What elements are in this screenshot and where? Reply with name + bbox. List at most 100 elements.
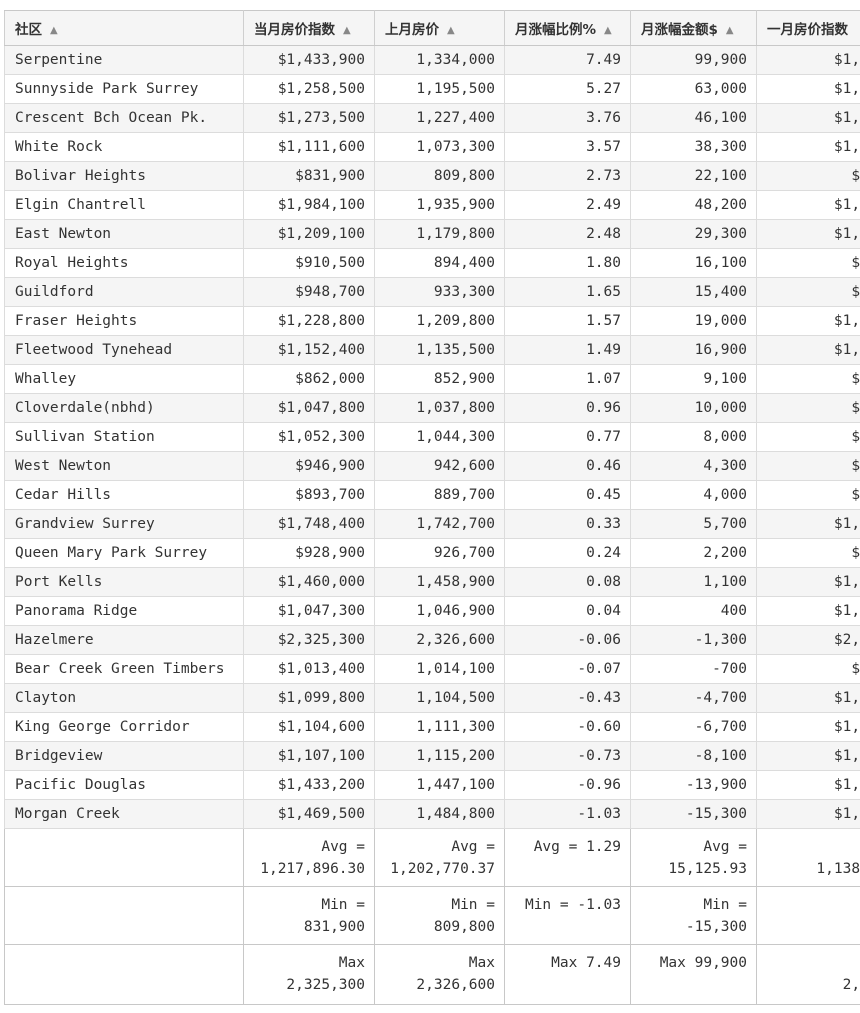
table-row[interactable]: Bridgeview $1,107,100 1,115,200 -0.73 -8,100… xyxy=(4,741,860,771)
cell-last-month-price: 1,195,500 xyxy=(374,74,505,104)
cell-community: West Newton xyxy=(4,451,244,481)
sort-ascending-icon[interactable]: ▲ xyxy=(447,25,455,36)
cell-monthly-change-amount: 2,200 xyxy=(630,538,757,568)
cell-january-index: $996, xyxy=(756,393,860,423)
cell-monthly-change-amount: 4,000 xyxy=(630,480,757,510)
cell-community: Clayton xyxy=(4,683,244,713)
table-row[interactable]: Royal Heights$910,500894,4001.8016,100$8… xyxy=(4,248,860,278)
cell-monthly-change-amount: 29,300 xyxy=(630,219,757,249)
cell-monthly-change-pct: -0.73 xyxy=(504,741,631,771)
table-row[interactable]: Panorama Ridge $1,047,300 1,046,900 0.04 400… xyxy=(4,596,860,626)
table-row[interactable]: Pacific Douglas $1,433,200 1,447,100 -0.96-… xyxy=(4,770,860,800)
cell-january-index: $824, xyxy=(756,480,860,510)
cell-monthly-change-amount: 16,900 xyxy=(630,335,757,365)
cell-last-month-price: 1,458,900 xyxy=(374,567,505,597)
cell-monthly-change-pct: -0.60 xyxy=(504,712,631,742)
table-row[interactable]: White Rock $1,111,600 1,073,300 3.57 38,300 $… xyxy=(4,132,860,162)
table-row[interactable]: Grandview Surrey $1,748,400 1,742,700 0.33 5… xyxy=(4,509,860,539)
summary-max-community xyxy=(4,944,244,1005)
table-row[interactable]: Hazelmere $2,325,300 2,326,600 -0.06 -1,300 $… xyxy=(4,625,860,655)
sort-ascending-icon[interactable]: ▲ xyxy=(604,25,612,36)
cell-monthly-change-pct: 0.96 xyxy=(504,393,631,423)
summary-avg-monthly-change-pct: Avg = 1.29 xyxy=(504,828,631,887)
cell-current-index: $2,325,300 xyxy=(243,625,375,655)
table-row[interactable]: Serpentine $1,433,900 1,334,000 7.49 99,900 $… xyxy=(4,45,860,75)
summary-max-monthly-change-amount: Max 99,900 xyxy=(630,944,757,1005)
cell-current-index: $1,104,600 xyxy=(243,712,375,742)
cell-current-index: $1,107,100 xyxy=(243,741,375,771)
sort-ascending-icon[interactable]: ▲ xyxy=(343,25,351,36)
cell-monthly-change-pct: 1.07 xyxy=(504,364,631,394)
cell-january-index: $1,793, xyxy=(756,190,860,220)
cell-last-month-price: 933,300 xyxy=(374,277,505,307)
cell-last-month-price: 894,400 xyxy=(374,248,505,278)
cell-last-month-price: 889,700 xyxy=(374,480,505,510)
table-row[interactable]: Queen Mary Park Surrey $928,900 926,700 0.2… xyxy=(4,538,860,568)
cell-community: Bridgeview xyxy=(4,741,244,771)
cell-last-month-price: 1,014,100 xyxy=(374,654,505,684)
table-row[interactable]: Cloverdale(nbhd) $1,047,800 1,037,800 0.96 1… xyxy=(4,393,860,423)
cell-community: Queen Mary Park Surrey xyxy=(4,538,244,568)
table-row[interactable]: Sullivan Station $1,052,300 1,044,300 0.77 8… xyxy=(4,422,860,452)
cell-january-index: $1,277, xyxy=(756,45,860,75)
column-header-label: 月涨幅比例% xyxy=(515,22,597,38)
cell-current-index: $1,209,100 xyxy=(243,219,375,249)
cell-community: Sunnyside Park Surrey xyxy=(4,74,244,104)
cell-monthly-change-amount: 19,000 xyxy=(630,306,757,336)
column-header-current-index[interactable]: 当月房价指数 ▲ xyxy=(243,10,375,46)
cell-january-index: $1,390, xyxy=(756,799,860,829)
cell-monthly-change-pct: -0.96 xyxy=(504,770,631,800)
table-row[interactable]: Bear Creek Green Timbers $1,013,400 1,014,… xyxy=(4,654,860,684)
cell-community: Royal Heights xyxy=(4,248,244,278)
cell-january-index: $1,315, xyxy=(756,567,860,597)
cell-monthly-change-amount: -15,300 xyxy=(630,799,757,829)
table-row[interactable]: Clayton $1,099,800 1,104,500 -0.43 -4,700 $1,… xyxy=(4,683,860,713)
cell-current-index: $1,748,400 xyxy=(243,509,375,539)
cell-last-month-price: 1,115,200 xyxy=(374,741,505,771)
table-row[interactable]: Morgan Creek $1,469,500 1,484,800 -1.03 -15,… xyxy=(4,799,860,829)
cell-current-index: $928,900 xyxy=(243,538,375,568)
summary-row-max: Max 2,325,300 Max 2,326,600 Max 7.49 Max 99… xyxy=(4,944,860,1005)
cell-monthly-change-pct: 3.57 xyxy=(504,132,631,162)
summary-max-last-month-price: Max 2,326,600 xyxy=(374,944,505,1005)
table-row[interactable]: Bolivar Heights $831,900 809,800 2.73 22,100… xyxy=(4,161,860,191)
cell-community: Sullivan Station xyxy=(4,422,244,452)
cell-monthly-change-amount: 48,200 xyxy=(630,190,757,220)
table-row[interactable]: Fleetwood Tynehead $1,152,400 1,135,500 1.4… xyxy=(4,335,860,365)
cell-community: Pacific Douglas xyxy=(4,770,244,800)
cell-monthly-change-pct: 0.77 xyxy=(504,422,631,452)
column-header-january-index[interactable]: 一月房价指数 xyxy=(756,10,860,46)
table-row[interactable]: King George Corridor $1,104,600 1,111,300-… xyxy=(4,712,860,742)
table-row[interactable]: East Newton $1,209,100 1,179,800 2.48 29,300… xyxy=(4,219,860,249)
sort-ascending-icon[interactable]: ▲ xyxy=(725,25,734,36)
summary-max-current-index: Max 2,325,300 xyxy=(243,944,375,1005)
cell-monthly-change-amount: -4,700 xyxy=(630,683,757,713)
cell-community: Fleetwood Tynehead xyxy=(4,335,244,365)
cell-monthly-change-amount: 15,400 xyxy=(630,277,757,307)
table-row[interactable]: Fraser Heights $1,228,800 1,209,800 1.57 19,… xyxy=(4,306,860,336)
cell-january-index: $764, xyxy=(756,161,860,191)
summary-min-current-index: Min = 831,900 xyxy=(243,886,375,945)
column-header-community[interactable]: 社区 ▲ xyxy=(4,10,244,46)
cell-monthly-change-pct: 2.49 xyxy=(504,190,631,220)
cell-current-index: $831,900 xyxy=(243,161,375,191)
cell-january-index: $1,182, xyxy=(756,306,860,336)
cell-january-index: $1,186, xyxy=(756,103,860,133)
column-header-last-month-price[interactable]: 上月房价 ▲ xyxy=(374,10,505,46)
cell-current-index: $910,500 xyxy=(243,248,375,278)
cell-january-index: $861, xyxy=(756,248,860,278)
table-row[interactable]: Port Kells $1,460,000 1,458,900 0.08 1,100 $1… xyxy=(4,567,860,597)
column-header-monthly-change-pct[interactable]: 月涨幅比例% ▲ xyxy=(504,10,631,46)
column-header-monthly-change-amount[interactable]: 月涨幅金额$ ▲ xyxy=(630,10,757,46)
cell-monthly-change-amount: 400 xyxy=(630,596,757,626)
table-row[interactable]: Elgin Chantrell $1,984,100 1,935,900 2.49 48… xyxy=(4,190,860,220)
table-row[interactable]: Sunnyside Park Surrey $1,258,500 1,195,500… xyxy=(4,74,860,104)
cell-january-index: $803, xyxy=(756,364,860,394)
table-row[interactable]: Crescent Bch Ocean Pk. $1,273,500 1,227,40… xyxy=(4,103,860,133)
sort-ascending-icon[interactable]: ▲ xyxy=(50,25,58,36)
summary-avg-last-month-price: Avg = 1,202,770.37 xyxy=(374,828,505,887)
